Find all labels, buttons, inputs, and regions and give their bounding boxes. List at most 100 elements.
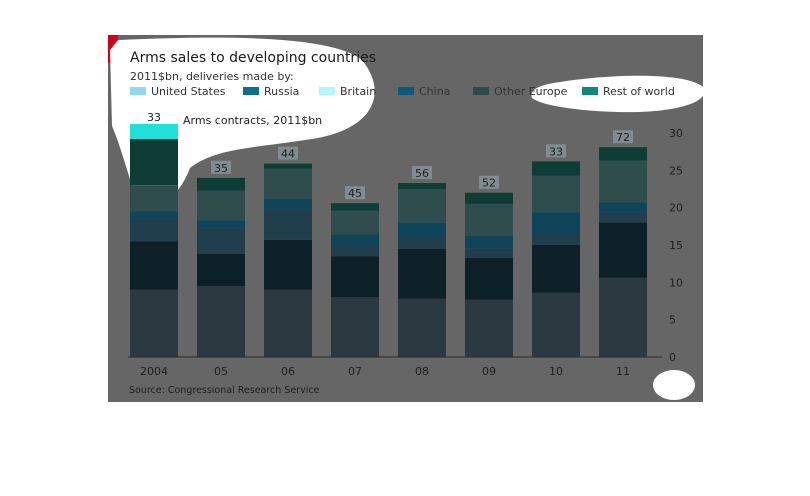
legend-swatch-china bbox=[398, 87, 414, 95]
bar-segment-russia-2004 bbox=[130, 218, 178, 242]
bar-segment-rest-of-world-10 bbox=[532, 161, 580, 176]
legend-label-china: China bbox=[419, 85, 450, 98]
legend-swatch-other-europe bbox=[473, 87, 489, 95]
contract-label-bg-11 bbox=[613, 130, 633, 144]
annotation-label: Arms contracts, 2011$bn bbox=[183, 114, 322, 127]
y-tick-20: 20 bbox=[669, 202, 683, 215]
bar-segment-china-05 bbox=[197, 220, 245, 228]
bar-segment-rest-of-world-05 bbox=[197, 177, 245, 191]
contract-label-10: 33 bbox=[549, 145, 563, 158]
bar-segment-united-states-10 bbox=[532, 245, 580, 293]
legend: United States Russia Britain China Other Eur… bbox=[130, 85, 675, 98]
legend-label-britain: Britain bbox=[340, 85, 376, 98]
bar-segment-china-10 bbox=[532, 212, 580, 235]
bar-segment-china-08 bbox=[398, 222, 446, 238]
contract-label-bg-05 bbox=[211, 160, 231, 174]
bar-segment-other-europe-05 bbox=[197, 286, 245, 357]
bar-segment-britain-06 bbox=[264, 168, 312, 199]
bar-segment-united-states-07 bbox=[331, 256, 379, 298]
x-tick-10: 10 bbox=[549, 365, 563, 378]
x-tick-05: 05 bbox=[214, 365, 228, 378]
bar-segment-united-states-08 bbox=[398, 248, 446, 299]
contract-label-2004: 33 bbox=[147, 111, 161, 124]
contract-label-bg-07 bbox=[345, 186, 365, 200]
contract-label-bg-09 bbox=[479, 175, 499, 189]
x-axis: 2004 05 06 07 08 09 10 11 bbox=[140, 365, 630, 378]
bar-segment-russia-07 bbox=[331, 246, 379, 257]
contract-labels: 33 35 44 45 56 52 33 72 bbox=[147, 111, 633, 200]
bar-segment-china-09 bbox=[465, 236, 513, 249]
x-tick-09: 09 bbox=[482, 365, 496, 378]
contract-label-bg-10 bbox=[546, 144, 566, 158]
bar-segment-rest-of-world-09 bbox=[465, 192, 513, 204]
bar-segment-britain-2004 bbox=[130, 185, 178, 212]
source-note: Source: Congressional Research Service bbox=[129, 385, 320, 396]
bar-segment-britain-08 bbox=[398, 189, 446, 223]
bar-segment-britain-09 bbox=[465, 203, 513, 237]
x-tick-06: 06 bbox=[281, 365, 295, 378]
bar-segment-britain-10 bbox=[532, 175, 580, 213]
bar-segment-other-europe-09 bbox=[465, 299, 513, 357]
bar-segment-china-06 bbox=[264, 198, 312, 210]
y-tick-25: 25 bbox=[669, 164, 683, 177]
highlight-blob-legend-right bbox=[531, 75, 705, 113]
y-tick-5: 5 bbox=[669, 314, 676, 327]
highlight-blob-corner bbox=[653, 370, 695, 400]
bar-segment-rest-of-world-07 bbox=[331, 203, 379, 211]
bar-segment-other-europe-07 bbox=[331, 297, 379, 357]
legend-label-russia: Russia bbox=[264, 85, 299, 98]
chart-subtitle: 2011$bn, deliveries made by: bbox=[130, 70, 294, 83]
bar-segment-other-europe-06 bbox=[264, 289, 312, 357]
legend-label-united-states: United States bbox=[151, 85, 226, 98]
bar-segment-other-europe-11 bbox=[599, 277, 647, 357]
y-axis: 0 5 10 15 20 25 30 bbox=[669, 127, 683, 364]
x-tick-08: 08 bbox=[415, 365, 429, 378]
bar-segment-britain-07 bbox=[331, 210, 379, 235]
y-tick-10: 10 bbox=[669, 276, 683, 289]
bar-segment-russia-08 bbox=[398, 237, 446, 249]
bar-segment-rest-of-world-08 bbox=[398, 183, 446, 189]
legend-swatch-russia bbox=[243, 87, 259, 95]
bar-segment-other-europe-10 bbox=[532, 292, 580, 357]
x-tick-07: 07 bbox=[348, 365, 362, 378]
bar-segment-united-states-05 bbox=[197, 253, 245, 287]
bar-highlight-2004 bbox=[130, 123, 178, 139]
bar-segment-russia-10 bbox=[532, 234, 580, 245]
bar-segment-russia-05 bbox=[197, 227, 245, 254]
contract-label-11: 72 bbox=[616, 131, 630, 144]
bars bbox=[130, 123, 647, 357]
contract-label-09: 52 bbox=[482, 177, 496, 190]
bar-segment-russia-11 bbox=[599, 212, 647, 223]
bar-segment-rest-of-world-2004 bbox=[130, 138, 178, 186]
legend-swatch-rest-of-world bbox=[582, 87, 598, 95]
legend-label-rest-of-world: Rest of world bbox=[603, 85, 675, 98]
bar-segment-united-states-09 bbox=[465, 257, 513, 300]
bar-segment-rest-of-world-11 bbox=[599, 147, 647, 161]
bar-segment-united-states-06 bbox=[264, 239, 312, 290]
contract-label-06: 44 bbox=[281, 148, 295, 161]
x-tick-2004: 2004 bbox=[140, 365, 168, 378]
y-tick-0: 0 bbox=[669, 351, 676, 364]
contract-label-08: 56 bbox=[415, 167, 429, 180]
bar-segment-other-europe-08 bbox=[398, 298, 446, 357]
bar-segment-other-europe-2004 bbox=[130, 289, 178, 357]
legend-swatch-britain bbox=[319, 87, 335, 95]
bar-segment-united-states-2004 bbox=[130, 241, 178, 290]
legend-label-other-europe: Other Europe bbox=[494, 85, 568, 98]
y-tick-15: 15 bbox=[669, 239, 683, 252]
chart-title: Arms sales to developing countries bbox=[130, 50, 376, 66]
contract-label-bg-06 bbox=[278, 146, 298, 160]
y-tick-30: 30 bbox=[669, 127, 683, 140]
bar-segment-rest-of-world-06 bbox=[264, 163, 312, 169]
contract-label-07: 45 bbox=[348, 187, 362, 200]
x-tick-11: 11 bbox=[616, 365, 630, 378]
legend-swatch-united-states bbox=[130, 87, 146, 95]
bar-segment-china-11 bbox=[599, 202, 647, 213]
contract-label-05: 35 bbox=[214, 162, 228, 175]
bar-segment-britain-11 bbox=[599, 160, 647, 203]
bar-segment-russia-06 bbox=[264, 209, 312, 240]
bar-segment-russia-09 bbox=[465, 248, 513, 258]
bar-segment-britain-05 bbox=[197, 190, 245, 221]
bar-segment-china-07 bbox=[331, 234, 379, 247]
